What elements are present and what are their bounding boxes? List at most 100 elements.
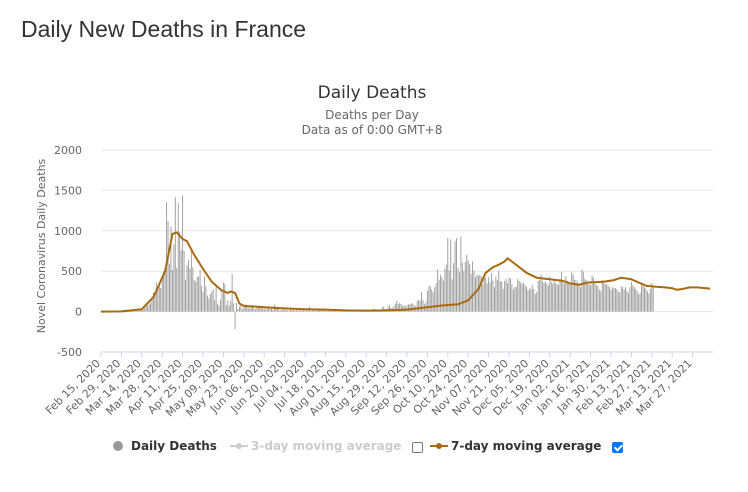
daily-deaths-bar	[275, 308, 277, 312]
daily-deaths-bar	[514, 287, 516, 312]
daily-deaths-bar	[327, 310, 329, 312]
daily-deaths-bar	[408, 304, 409, 312]
y-axis-label: Novel Coronavirus Daily Deaths	[35, 158, 48, 333]
daily-deaths-bar	[396, 300, 398, 312]
daily-deaths-bar	[575, 280, 577, 312]
daily-deaths-bar	[613, 288, 615, 312]
daily-deaths-bar	[600, 291, 602, 312]
daily-deaths-bar	[397, 304, 399, 312]
daily-deaths-bar	[144, 307, 146, 312]
daily-deaths-bar	[410, 303, 412, 312]
daily-deaths-bar	[332, 311, 334, 312]
daily-deaths-bar	[603, 281, 605, 312]
daily-deaths-bar	[463, 270, 465, 312]
daily-deaths-bar	[266, 308, 268, 312]
daily-deaths-bar	[147, 305, 149, 312]
daily-deaths-bar	[533, 288, 535, 312]
daily-deaths-bar	[164, 270, 166, 312]
daily-deaths-bar	[195, 281, 197, 312]
daily-deaths-bar	[310, 310, 312, 312]
chart-title: Daily Deaths	[318, 83, 427, 103]
y-tick-label: 0	[75, 306, 82, 319]
daily-deaths-bar	[454, 240, 456, 312]
daily-deaths-bar	[578, 282, 580, 312]
daily-deaths-bar	[182, 195, 184, 312]
daily-deaths-bar	[326, 311, 328, 312]
daily-deaths-bar	[167, 221, 169, 312]
daily-deaths-bar	[518, 281, 520, 312]
daily-deaths-bar	[257, 307, 259, 312]
daily-deaths-bar	[479, 274, 481, 312]
daily-deaths-bar	[579, 287, 581, 312]
daily-deaths-bar	[253, 307, 255, 312]
daily-deaths-bar	[426, 290, 428, 312]
daily-deaths-bar	[196, 277, 198, 312]
daily-deaths-bar	[236, 303, 237, 312]
legend-item-7-day-average[interactable]: 7-day moving average	[430, 439, 601, 453]
daily-deaths-bar	[542, 281, 543, 312]
daily-deaths-bar	[249, 308, 251, 312]
daily-deaths-bar	[432, 292, 434, 312]
daily-deaths-bar	[495, 276, 497, 312]
daily-deaths-bar	[524, 285, 526, 312]
daily-deaths-bar	[421, 291, 423, 312]
daily-deaths-bar	[383, 306, 385, 312]
daily-deaths-bar	[646, 291, 648, 312]
legend-item-3-day-average[interactable]: 3-day moving average	[230, 439, 401, 453]
daily-deaths-bar	[406, 305, 408, 312]
daily-deaths-bar	[314, 311, 316, 313]
daily-deaths-bar	[547, 285, 549, 312]
daily-deaths-bar	[473, 270, 475, 312]
daily-deaths-bar	[555, 283, 557, 312]
daily-deaths-bar	[179, 231, 181, 312]
daily-deaths-bar	[289, 309, 291, 312]
daily-deaths-bar	[539, 279, 541, 312]
daily-deaths-bar	[530, 288, 532, 312]
checkbox-7-day-average[interactable]	[612, 442, 623, 453]
daily-deaths-bar	[139, 310, 141, 312]
daily-deaths-bar	[201, 285, 202, 312]
daily-deaths-bar	[475, 277, 476, 312]
daily-deaths-bar	[155, 282, 157, 312]
daily-deaths-bar	[221, 291, 223, 312]
daily-deaths-bar	[431, 289, 433, 312]
daily-deaths-bar	[418, 299, 420, 312]
daily-deaths-bar	[537, 280, 539, 312]
legend-item-daily-deaths[interactable]: Daily Deaths	[111, 439, 217, 453]
daily-deaths-bar	[520, 282, 522, 312]
seven-day-average-line	[100, 231, 711, 313]
daily-deaths-bar	[163, 271, 165, 312]
daily-deaths-bar	[230, 301, 232, 312]
line-marker-icon	[430, 443, 448, 449]
daily-deaths-bar	[492, 280, 494, 312]
daily-deaths-bar	[508, 277, 510, 312]
daily-deaths-bar	[633, 287, 635, 312]
daily-deaths-bar	[635, 288, 637, 312]
daily-deaths-bar	[517, 279, 519, 312]
daily-deaths-bar	[456, 238, 457, 312]
checkbox-3-day-average[interactable]	[412, 442, 423, 453]
daily-deaths-bar	[259, 308, 261, 312]
daily-deaths-bar	[482, 283, 484, 312]
daily-deaths-bar	[625, 286, 627, 312]
daily-deaths-bar	[453, 263, 455, 312]
daily-deaths-bar	[534, 293, 536, 312]
y-tick-label: 1500	[54, 184, 82, 197]
daily-deaths-bar	[444, 268, 446, 312]
daily-deaths-bar	[491, 273, 492, 312]
daily-deaths-bar	[598, 289, 600, 312]
daily-deaths-bar	[649, 288, 651, 312]
daily-deaths-bar	[419, 300, 421, 312]
daily-deaths-bar	[177, 203, 179, 312]
daily-deaths-bar	[412, 303, 414, 312]
daily-deaths-bar	[459, 272, 460, 312]
daily-deaths-bar	[623, 289, 625, 312]
daily-deaths-bar	[527, 290, 529, 312]
daily-deaths-bar	[279, 310, 281, 312]
daily-deaths-bar	[587, 283, 589, 312]
daily-deaths-bar	[464, 261, 466, 312]
daily-deaths-bar	[300, 309, 302, 312]
daily-deaths-bar	[215, 286, 217, 312]
daily-deaths-bar	[626, 290, 628, 312]
daily-deaths-bar	[205, 286, 207, 312]
